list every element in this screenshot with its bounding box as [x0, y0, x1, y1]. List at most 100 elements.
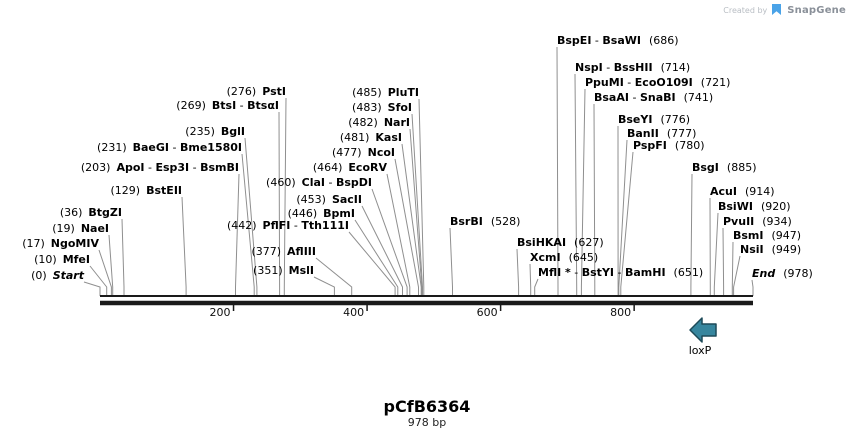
- site-position: (481): [339, 131, 370, 144]
- site-name: PvuII: [723, 215, 755, 228]
- enzyme-site-label[interactable]: (276) PstI: [227, 85, 286, 98]
- site-position: (645): [568, 251, 599, 264]
- site-name-separator: -: [290, 219, 302, 232]
- site-position: (351): [253, 264, 283, 277]
- site-name: EcoO109I: [634, 76, 693, 89]
- enzyme-site-label[interactable]: End (978): [752, 267, 813, 280]
- enzyme-site-label[interactable]: XcmI (645): [530, 251, 598, 264]
- enzyme-site-label[interactable]: (460) ClaI - BspDI: [266, 176, 372, 189]
- site-position: (276): [226, 85, 257, 98]
- enzyme-site-label[interactable]: PpuMI - EcoO109I (721): [585, 76, 730, 89]
- site-name: End: [752, 267, 776, 280]
- enzyme-site-label[interactable]: (17) NgoMIV: [22, 237, 99, 250]
- enzyme-site-label[interactable]: AcuI (914): [710, 185, 775, 198]
- site-position: (483): [352, 101, 382, 114]
- enzyme-site-label[interactable]: (377) AflIII: [251, 245, 316, 258]
- leader-line: [401, 143, 422, 296]
- enzyme-site-label[interactable]: BsiHKAI (627): [517, 236, 604, 249]
- enzyme-site-label[interactable]: BsaAI - SnaBI (741): [594, 91, 713, 104]
- leader-line: [722, 227, 725, 296]
- enzyme-site-label[interactable]: (464) EcoRV: [313, 161, 387, 174]
- enzyme-site-label[interactable]: (231) BaeGI - Bme1580I: [97, 141, 242, 154]
- leader-line: [751, 279, 754, 296]
- site-name: MflI *: [538, 266, 571, 279]
- leader-line: [418, 98, 425, 296]
- loxp-arrow[interactable]: [689, 317, 717, 343]
- leader-line: [386, 173, 411, 296]
- enzyme-site-label[interactable]: (203) ApoI - Esp3I - BsmBI: [81, 161, 239, 174]
- enzyme-site-label[interactable]: (0) Start: [31, 269, 84, 282]
- site-name: BtsI: [211, 99, 237, 112]
- enzyme-site-label[interactable]: (483) SfoI: [352, 101, 412, 114]
- enzyme-site-label[interactable]: (351) MslI: [253, 264, 314, 277]
- site-position: (460): [266, 176, 296, 189]
- enzyme-site-label[interactable]: (235) BglI: [185, 125, 245, 138]
- site-name: BssHII: [613, 61, 653, 74]
- enzyme-site-label[interactable]: BseYI (776): [618, 113, 690, 126]
- site-position: (10): [34, 253, 57, 266]
- enzyme-site-label[interactable]: (477) NcoI: [332, 146, 395, 159]
- leader-line: [313, 276, 335, 296]
- leader-line: [235, 173, 240, 296]
- site-name-separator: -: [189, 161, 201, 174]
- enzyme-site-label[interactable]: (129) BstEII: [111, 184, 182, 197]
- site-name: BsaWI: [602, 34, 641, 47]
- site-position: (920): [760, 200, 791, 213]
- site-position: (19): [52, 222, 75, 235]
- site-position: (651): [673, 266, 704, 279]
- leader-line: [529, 263, 532, 296]
- plasmid-name: pCfB6364: [383, 397, 471, 416]
- enzyme-site-label[interactable]: BsgI (885): [692, 161, 757, 174]
- site-name: BanII: [627, 127, 659, 140]
- enzyme-site-label[interactable]: (453) SacII: [296, 193, 362, 206]
- site-name: NspI: [575, 61, 603, 74]
- enzyme-site-label[interactable]: (446) BpmI: [288, 207, 355, 220]
- enzyme-site-label[interactable]: (10) MfeI: [34, 253, 90, 266]
- enzyme-site-label[interactable]: NspI - BssHII (714): [575, 61, 690, 74]
- site-position: (231): [97, 141, 127, 154]
- site-name: AflIII: [287, 245, 316, 258]
- enzyme-site-label[interactable]: (269) BtsI - BtsαI: [176, 99, 279, 112]
- site-name: Esp3I: [155, 161, 190, 174]
- credit-brand-text: SnapGene: [787, 4, 846, 16]
- enzyme-site-label[interactable]: BsrBI (528): [450, 215, 520, 228]
- site-position: (934): [762, 215, 792, 228]
- site-name-separator: -: [602, 61, 614, 74]
- enzyme-site-label[interactable]: (481) KasI: [340, 131, 402, 144]
- site-name-separator: -: [169, 141, 180, 154]
- site-name-separator: -: [325, 176, 336, 189]
- enzyme-site-label[interactable]: NsiI (949): [740, 243, 801, 256]
- site-name: PspFI: [633, 139, 667, 152]
- site-name: BstYI: [581, 266, 614, 279]
- site-position: (477): [332, 146, 362, 159]
- site-position: (777): [666, 127, 697, 140]
- enzyme-site-label[interactable]: (36) BtgZI: [60, 206, 122, 219]
- site-position: (978): [783, 267, 813, 280]
- enzyme-site-label[interactable]: BanII (777): [627, 127, 696, 140]
- site-name: BspDI: [335, 176, 372, 189]
- plasmid-length: 978 bp: [407, 416, 447, 429]
- site-name: BspEI: [557, 34, 592, 47]
- site-name: ApoI: [116, 161, 145, 174]
- site-position: (17): [22, 237, 45, 250]
- site-name: BsiHKAI: [517, 236, 567, 249]
- enzyme-site-label[interactable]: MflI * - BstYI - BamHI (651): [538, 266, 703, 279]
- enzyme-site-label[interactable]: (482) NarI: [348, 116, 410, 129]
- leader-line: [690, 173, 693, 296]
- enzyme-site-label[interactable]: PvuII (934): [723, 215, 792, 228]
- enzyme-site-label[interactable]: BsmI (947): [733, 229, 801, 242]
- enzyme-site-label[interactable]: PspFI (780): [633, 139, 705, 152]
- enzyme-site-label[interactable]: (19) NaeI: [52, 222, 109, 235]
- site-name-separator: -: [144, 161, 156, 174]
- site-name: BstEII: [146, 184, 182, 197]
- leader-line: [713, 212, 719, 296]
- enzyme-site-label[interactable]: BsiWI (920): [718, 200, 791, 213]
- enzyme-site-label[interactable]: (485) PluTI: [352, 86, 419, 99]
- site-name: SnaBI: [639, 91, 676, 104]
- site-name: KasI: [375, 131, 402, 144]
- enzyme-site-label[interactable]: (442) PflFI - Tth111I: [227, 219, 349, 232]
- site-name: Start: [52, 269, 84, 282]
- leader-line: [556, 46, 559, 296]
- enzyme-site-label[interactable]: BspEI - BsaWI (686): [557, 34, 679, 47]
